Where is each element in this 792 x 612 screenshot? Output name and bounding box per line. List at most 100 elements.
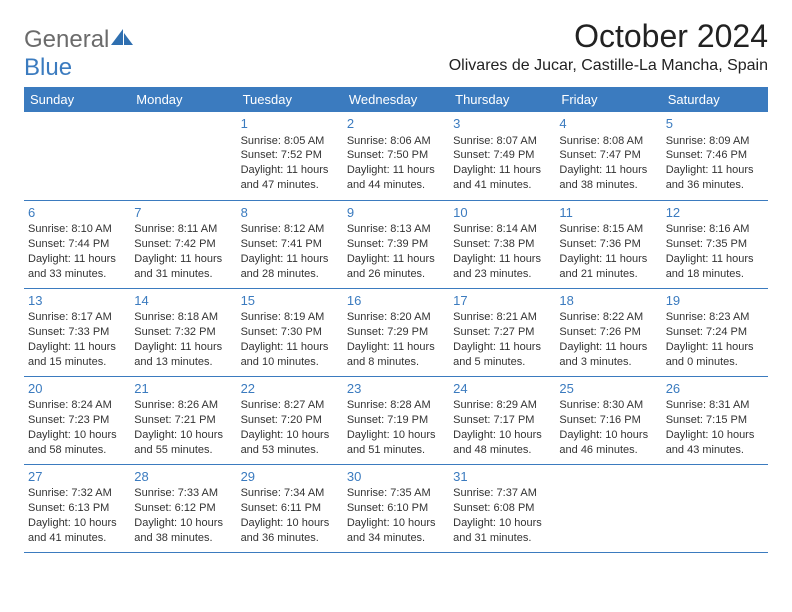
day-info-line: Daylight: 10 hours: [666, 428, 764, 443]
day-info-line: Sunrise: 8:06 AM: [347, 134, 445, 149]
day-number: 22: [241, 380, 339, 398]
day-info-line: Daylight: 10 hours: [28, 516, 126, 531]
day-info-line: and 31 minutes.: [134, 267, 232, 282]
calendar-day-cell: 29Sunrise: 7:34 AMSunset: 6:11 PMDayligh…: [237, 464, 343, 552]
day-info-line: Daylight: 11 hours: [666, 340, 764, 355]
calendar-day-cell: 14Sunrise: 8:18 AMSunset: 7:32 PMDayligh…: [130, 288, 236, 376]
brand-text: GeneralBlue: [24, 26, 133, 82]
day-info-line: Sunrise: 8:12 AM: [241, 222, 339, 237]
header: GeneralBlue October 2024 Olivares de Juc…: [24, 18, 768, 83]
day-info-line: Sunrise: 8:10 AM: [28, 222, 126, 237]
day-number: 9: [347, 204, 445, 222]
calendar-page: GeneralBlue October 2024 Olivares de Juc…: [0, 0, 792, 553]
day-info-line: Daylight: 11 hours: [559, 340, 657, 355]
day-info-line: Sunset: 7:44 PM: [28, 237, 126, 252]
day-info-line: Sunrise: 8:20 AM: [347, 310, 445, 325]
day-info-line: Sunset: 7:15 PM: [666, 413, 764, 428]
day-info-line: Daylight: 11 hours: [453, 163, 551, 178]
calendar-day-cell: 5Sunrise: 8:09 AMSunset: 7:46 PMDaylight…: [662, 112, 768, 200]
calendar-day-cell: 13Sunrise: 8:17 AMSunset: 7:33 PMDayligh…: [24, 288, 130, 376]
day-info-line: Sunrise: 8:08 AM: [559, 134, 657, 149]
day-info-line: Sunrise: 7:32 AM: [28, 486, 126, 501]
calendar-day-cell: 1Sunrise: 8:05 AMSunset: 7:52 PMDaylight…: [237, 112, 343, 200]
day-info-line: and 51 minutes.: [347, 443, 445, 458]
day-number: 28: [134, 468, 232, 486]
day-info-line: Daylight: 11 hours: [241, 340, 339, 355]
day-info-line: Sunrise: 7:34 AM: [241, 486, 339, 501]
calendar-day-cell: [24, 112, 130, 200]
day-info-line: Sunrise: 8:24 AM: [28, 398, 126, 413]
day-info-line: Sunrise: 8:07 AM: [453, 134, 551, 149]
day-info-line: Daylight: 11 hours: [241, 163, 339, 178]
day-info-line: Sunrise: 8:22 AM: [559, 310, 657, 325]
day-info-line: Sunset: 7:39 PM: [347, 237, 445, 252]
day-info-line: Daylight: 10 hours: [453, 428, 551, 443]
day-info-line: and 48 minutes.: [453, 443, 551, 458]
day-info-line: and 31 minutes.: [453, 531, 551, 546]
weekday-header: Friday: [555, 87, 661, 112]
calendar-day-cell: 12Sunrise: 8:16 AMSunset: 7:35 PMDayligh…: [662, 200, 768, 288]
calendar-day-cell: 23Sunrise: 8:28 AMSunset: 7:19 PMDayligh…: [343, 376, 449, 464]
day-info-line: Sunset: 7:19 PM: [347, 413, 445, 428]
day-info-line: Daylight: 11 hours: [134, 252, 232, 267]
calendar-day-cell: 3Sunrise: 8:07 AMSunset: 7:49 PMDaylight…: [449, 112, 555, 200]
day-info-line: Daylight: 10 hours: [241, 516, 339, 531]
day-info-line: Sunrise: 8:09 AM: [666, 134, 764, 149]
calendar-week-row: 20Sunrise: 8:24 AMSunset: 7:23 PMDayligh…: [24, 376, 768, 464]
brand-part1: General: [24, 26, 109, 53]
day-info-line: Daylight: 11 hours: [28, 340, 126, 355]
calendar-day-cell: 27Sunrise: 7:32 AMSunset: 6:13 PMDayligh…: [24, 464, 130, 552]
day-number: 18: [559, 292, 657, 310]
day-info-line: Daylight: 11 hours: [666, 252, 764, 267]
day-number: 31: [453, 468, 551, 486]
day-info-line: and 38 minutes.: [559, 178, 657, 193]
day-number: 11: [559, 204, 657, 222]
day-info-line: and 13 minutes.: [134, 355, 232, 370]
day-number: 29: [241, 468, 339, 486]
day-info-line: and 18 minutes.: [666, 267, 764, 282]
calendar-day-cell: 30Sunrise: 7:35 AMSunset: 6:10 PMDayligh…: [343, 464, 449, 552]
day-info-line: Sunrise: 8:23 AM: [666, 310, 764, 325]
calendar-day-cell: 24Sunrise: 8:29 AMSunset: 7:17 PMDayligh…: [449, 376, 555, 464]
weekday-header: Sunday: [24, 87, 130, 112]
day-info-line: Sunset: 7:49 PM: [453, 148, 551, 163]
day-info-line: Sunset: 7:26 PM: [559, 325, 657, 340]
day-info-line: and 5 minutes.: [453, 355, 551, 370]
day-info-line: Daylight: 11 hours: [453, 340, 551, 355]
day-number: 5: [666, 115, 764, 133]
day-info-line: Sunset: 7:35 PM: [666, 237, 764, 252]
calendar-day-cell: 21Sunrise: 8:26 AMSunset: 7:21 PMDayligh…: [130, 376, 236, 464]
day-info-line: Sunset: 7:47 PM: [559, 148, 657, 163]
day-info-line: Daylight: 11 hours: [134, 340, 232, 355]
day-info-line: Daylight: 11 hours: [347, 252, 445, 267]
day-info-line: Sunset: 7:24 PM: [666, 325, 764, 340]
calendar-day-cell: 10Sunrise: 8:14 AMSunset: 7:38 PMDayligh…: [449, 200, 555, 288]
calendar-day-cell: 19Sunrise: 8:23 AMSunset: 7:24 PMDayligh…: [662, 288, 768, 376]
calendar-week-row: 1Sunrise: 8:05 AMSunset: 7:52 PMDaylight…: [24, 112, 768, 200]
day-number: 13: [28, 292, 126, 310]
day-info-line: Sunset: 7:17 PM: [453, 413, 551, 428]
day-info-line: Sunset: 7:30 PM: [241, 325, 339, 340]
weekday-header: Saturday: [662, 87, 768, 112]
day-info-line: Sunrise: 7:35 AM: [347, 486, 445, 501]
day-number: 6: [28, 204, 126, 222]
day-info-line: and 55 minutes.: [134, 443, 232, 458]
calendar-day-cell: 20Sunrise: 8:24 AMSunset: 7:23 PMDayligh…: [24, 376, 130, 464]
day-info-line: Sunrise: 8:16 AM: [666, 222, 764, 237]
calendar-table: Sunday Monday Tuesday Wednesday Thursday…: [24, 87, 768, 553]
calendar-day-cell: 9Sunrise: 8:13 AMSunset: 7:39 PMDaylight…: [343, 200, 449, 288]
day-info-line: and 34 minutes.: [347, 531, 445, 546]
day-number: 14: [134, 292, 232, 310]
day-info-line: Sunset: 7:20 PM: [241, 413, 339, 428]
day-number: 21: [134, 380, 232, 398]
day-info-line: Daylight: 10 hours: [347, 516, 445, 531]
day-info-line: Sunset: 6:11 PM: [241, 501, 339, 516]
day-number: 24: [453, 380, 551, 398]
calendar-day-cell: 26Sunrise: 8:31 AMSunset: 7:15 PMDayligh…: [662, 376, 768, 464]
day-number: 20: [28, 380, 126, 398]
day-number: 2: [347, 115, 445, 133]
day-info-line: and 33 minutes.: [28, 267, 126, 282]
weekday-header: Monday: [130, 87, 236, 112]
day-info-line: Daylight: 10 hours: [134, 516, 232, 531]
location-text: Olivares de Jucar, Castille-La Mancha, S…: [449, 57, 768, 75]
